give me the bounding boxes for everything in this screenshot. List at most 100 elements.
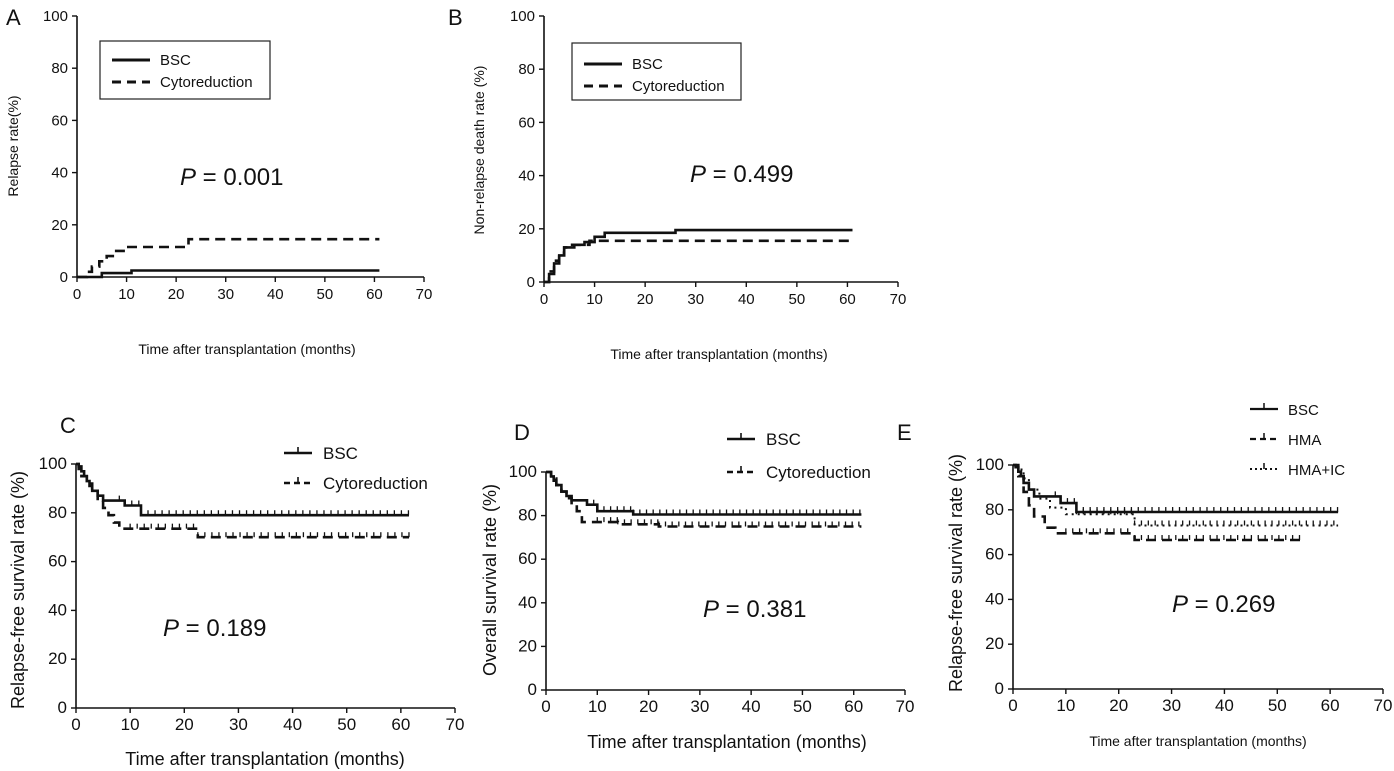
panel-b-y-axis-title: Non-relapse death rate (%)	[471, 66, 487, 235]
panel-c-x-tick-label: 10	[121, 715, 140, 734]
panel-c-x-axis-title: Time after transplantation (months)	[125, 749, 404, 769]
panel-b-x-tick-label: 40	[738, 291, 755, 308]
panel-e-x-tick-label: 10	[1056, 696, 1075, 715]
panel-d-x-tick-label: 70	[896, 697, 915, 716]
panel-e-plot: 0 10 20 30 40 50 60 70 0 20 40 60 80 100	[976, 455, 1393, 715]
panel-a-x-tick-label: 50	[317, 286, 334, 303]
panel-a-y-tick-label: 20	[51, 217, 68, 234]
panel-e-x-tick-label: 70	[1374, 696, 1393, 715]
panel-e-x-tick-label: 40	[1215, 696, 1234, 715]
panel-a-legend: BSC Cytoreduction	[99, 40, 271, 100]
panel-b-legend-box	[571, 42, 742, 101]
panel-a-p-value: P = 0.001	[180, 164, 283, 191]
panel-c-y-axis-title: Relapse-free survival rate (%)	[8, 471, 28, 709]
panel-letter-b: B	[448, 5, 463, 30]
panel-b-legend-label-cytoreduction: Cytoreduction	[632, 78, 725, 95]
panel-b-x-tick-label: 60	[839, 291, 856, 308]
panel-a-x-tick-label: 10	[118, 286, 135, 303]
panel-e-series-hma	[1013, 463, 1302, 542]
panel-d-x-tick-label: 10	[588, 697, 607, 716]
panel-b-legend: BSC Cytoreduction	[571, 42, 742, 101]
panel-b-x-tick-label: 30	[687, 291, 704, 308]
panel-a-y-tick-label: 0	[60, 269, 68, 286]
panel-b-y-tick-label: 100	[510, 8, 535, 25]
panel-b-y-tick-label: 60	[518, 114, 535, 131]
panel-e-y-tick-label: 0	[995, 679, 1004, 698]
panel-a-y-tick-label: 40	[51, 165, 68, 182]
panel-c-series-cytoreduction	[76, 462, 409, 539]
panel-a-plot: 0 10 20 30 40 50 60 70 0 20 40 60 80 100	[43, 8, 432, 303]
panel-c-p-value: P = 0.189	[163, 615, 266, 642]
panel-d-x-tick-label: 50	[793, 697, 812, 716]
panel-d-y-tick-label: 100	[509, 462, 537, 481]
panel-c-y-tick-label: 40	[48, 600, 67, 619]
panel-letter-c: C	[60, 413, 76, 438]
panel-e-x-tick-label: 50	[1268, 696, 1287, 715]
panel-d-plot: 0 10 20 30 40 50 60 70 0 20 40 60 80 100	[509, 462, 915, 716]
panel-b-plot: 0 10 20 30 40 50 60 70 0 20 40 60 80 100	[510, 8, 906, 308]
panel-b-y-tick-label: 20	[518, 221, 535, 238]
panel-a-y-tick-label: 60	[51, 112, 68, 129]
panel-e-x-tick-label: 20	[1109, 696, 1128, 715]
panel-e-series-hma-ic	[1013, 464, 1339, 527]
panel-a-series-bsc	[77, 269, 380, 279]
panel-b-x-tick-label: 20	[637, 291, 654, 308]
panel-a-x-tick-label: 0	[73, 286, 81, 303]
panel-c-y-tick-label: 60	[48, 552, 67, 571]
panel-a-legend-label-bsc: BSC	[160, 52, 191, 69]
panel-b: B 0 10 20 30 40 50 60 70 0 20 40 60 80 100 Time after…	[448, 5, 906, 362]
panel-c-x-tick-label: 60	[391, 715, 410, 734]
panel-b-x-tick-label: 70	[890, 291, 907, 308]
panel-e-y-tick-label: 20	[985, 634, 1004, 653]
panel-d-y-tick-label: 20	[518, 636, 537, 655]
panel-b-x-tick-label: 0	[540, 291, 548, 308]
panel-d-x-tick-label: 0	[541, 697, 550, 716]
panel-d-y-tick-label: 40	[518, 593, 537, 612]
panel-d-x-tick-label: 30	[690, 697, 709, 716]
panel-a-y-tick-label: 100	[43, 8, 68, 25]
panel-a-legend-label-cytoreduction: Cytoreduction	[160, 74, 253, 91]
panel-d-legend: BSC Cytoreduction	[727, 430, 871, 482]
panel-a-x-tick-label: 20	[168, 286, 185, 303]
panel-d-x-axis-title: Time after transplantation (months)	[587, 732, 866, 752]
panel-c-x-tick-label: 30	[229, 715, 248, 734]
panel-c-y-tick-label: 20	[48, 649, 67, 668]
panel-b-series-bsc	[544, 228, 853, 284]
panel-c-legend-label-cytoreduction: Cytoreduction	[323, 474, 428, 493]
panel-d-y-axis-title: Overall survival rate (%)	[480, 484, 500, 676]
panel-a-y-axis-title: Relapse rate(%)	[5, 95, 21, 196]
panel-b-x-axis-title: Time after transplantation (months)	[610, 346, 827, 362]
panel-c-y-tick-label: 80	[48, 503, 67, 522]
panel-e-x-axis-title: Time after transplantation (months)	[1089, 733, 1306, 749]
panel-e-y-tick-label: 100	[976, 455, 1004, 474]
panel-c-plot: 0 10 20 30 40 50 60 70 0 20 40 60 80 100	[39, 454, 465, 734]
panel-e-p-value: P = 0.269	[1172, 591, 1275, 618]
panel-d-y-tick-label: 60	[518, 549, 537, 568]
panel-d-legend-label-bsc: BSC	[766, 430, 801, 449]
panel-b-y-tick-label: 80	[518, 61, 535, 78]
panel-c-x-tick-label: 50	[337, 715, 356, 734]
panel-a-x-tick-label: 30	[217, 286, 234, 303]
panel-d-x-tick-label: 40	[742, 697, 761, 716]
panel-a-x-tick-label: 60	[366, 286, 383, 303]
panel-a-legend-box	[99, 40, 271, 100]
panel-e-y-tick-label: 60	[985, 545, 1004, 564]
panel-c-y-tick-label: 0	[58, 698, 67, 717]
panel-e-legend-label-hma: HMA	[1288, 432, 1321, 449]
panel-e-y-axis-title: Relapse-free survival rate (%)	[946, 454, 966, 692]
panel-c-x-tick-label: 40	[283, 715, 302, 734]
panel-letter-e: E	[897, 420, 912, 445]
panel-e-x-tick-label: 60	[1321, 696, 1340, 715]
panel-b-p-value: P = 0.499	[690, 161, 793, 188]
panel-e-legend-label-hma-ic: HMA+IC	[1288, 462, 1345, 479]
panel-a-x-tick-label: 40	[267, 286, 284, 303]
panel-letter-a: A	[6, 5, 21, 30]
panel-d-y-tick-label: 80	[518, 506, 537, 525]
panel-c-x-tick-label: 0	[71, 715, 80, 734]
panel-c-x-tick-label: 70	[446, 715, 465, 734]
panel-c-x-tick-label: 20	[175, 715, 194, 734]
panel-c-y-tick-label: 100	[39, 454, 67, 473]
panel-a: A 0 10 20 30 40 50 60 70 0 20 40 60 80 100 Time after…	[5, 5, 432, 357]
panel-e-legend-label-bsc: BSC	[1288, 402, 1319, 419]
panel-b-x-tick-label: 50	[789, 291, 806, 308]
